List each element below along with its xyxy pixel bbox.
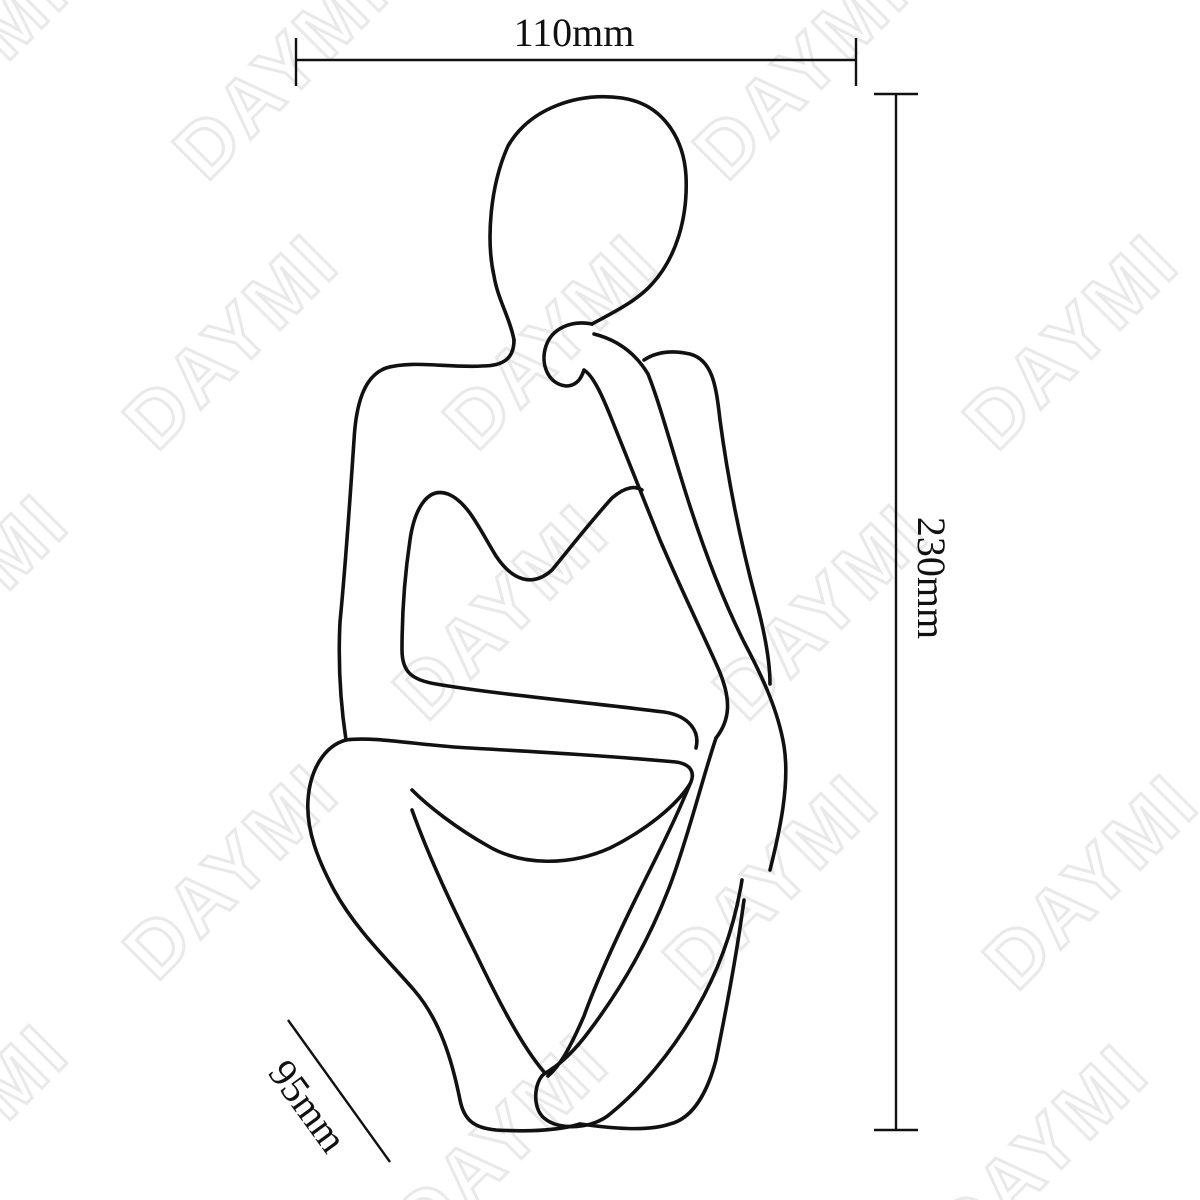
depth-dimension-line [287,1019,391,1163]
figure-inner-shin [410,808,546,1074]
watermark-text: DAYMI [946,216,1195,465]
watermark-text: DAYMI [696,486,945,735]
watermark-text: DAYMI [0,476,85,725]
thinker-figure-icon [306,95,788,1133]
height-dimension: 230mm [874,92,954,1132]
width-dimension: 110mm [294,10,858,86]
figure-hand-at-feet [533,736,744,1129]
figure-lap [344,737,695,864]
figure-right-shoulder [642,350,772,686]
depth-label: 95mm [260,1051,356,1160]
watermark-text: DAYMI [106,216,355,465]
figure-head [488,95,688,342]
watermark-text: DAYMI [156,0,405,195]
watermark-text: DAYMI [0,0,85,195]
watermark-text: DAYMI [376,1016,625,1200]
figure-foot-base [578,898,746,1131]
watermark-text: DAYMI [426,216,675,465]
watermark-text: DAYMI [676,0,925,195]
figure-left-leg-outer [306,738,582,1133]
width-label: 110mm [514,10,635,55]
figure-right-shin [546,782,692,1078]
figure-chest-cavity [400,485,699,750]
figure-left-shoulder-and-back [337,338,516,742]
figure-right-upper-arm [592,332,788,872]
watermark-text: DAYMI [0,1006,85,1200]
depth-dimension: 95mm [260,1019,391,1163]
watermark-text: DAYMI [106,746,355,995]
figure-hand-at-chin [542,321,730,740]
watermark-text: DAYMI [916,1026,1165,1200]
height-label: 230mm [909,517,954,639]
watermark-text: DAYMI [966,756,1200,1005]
